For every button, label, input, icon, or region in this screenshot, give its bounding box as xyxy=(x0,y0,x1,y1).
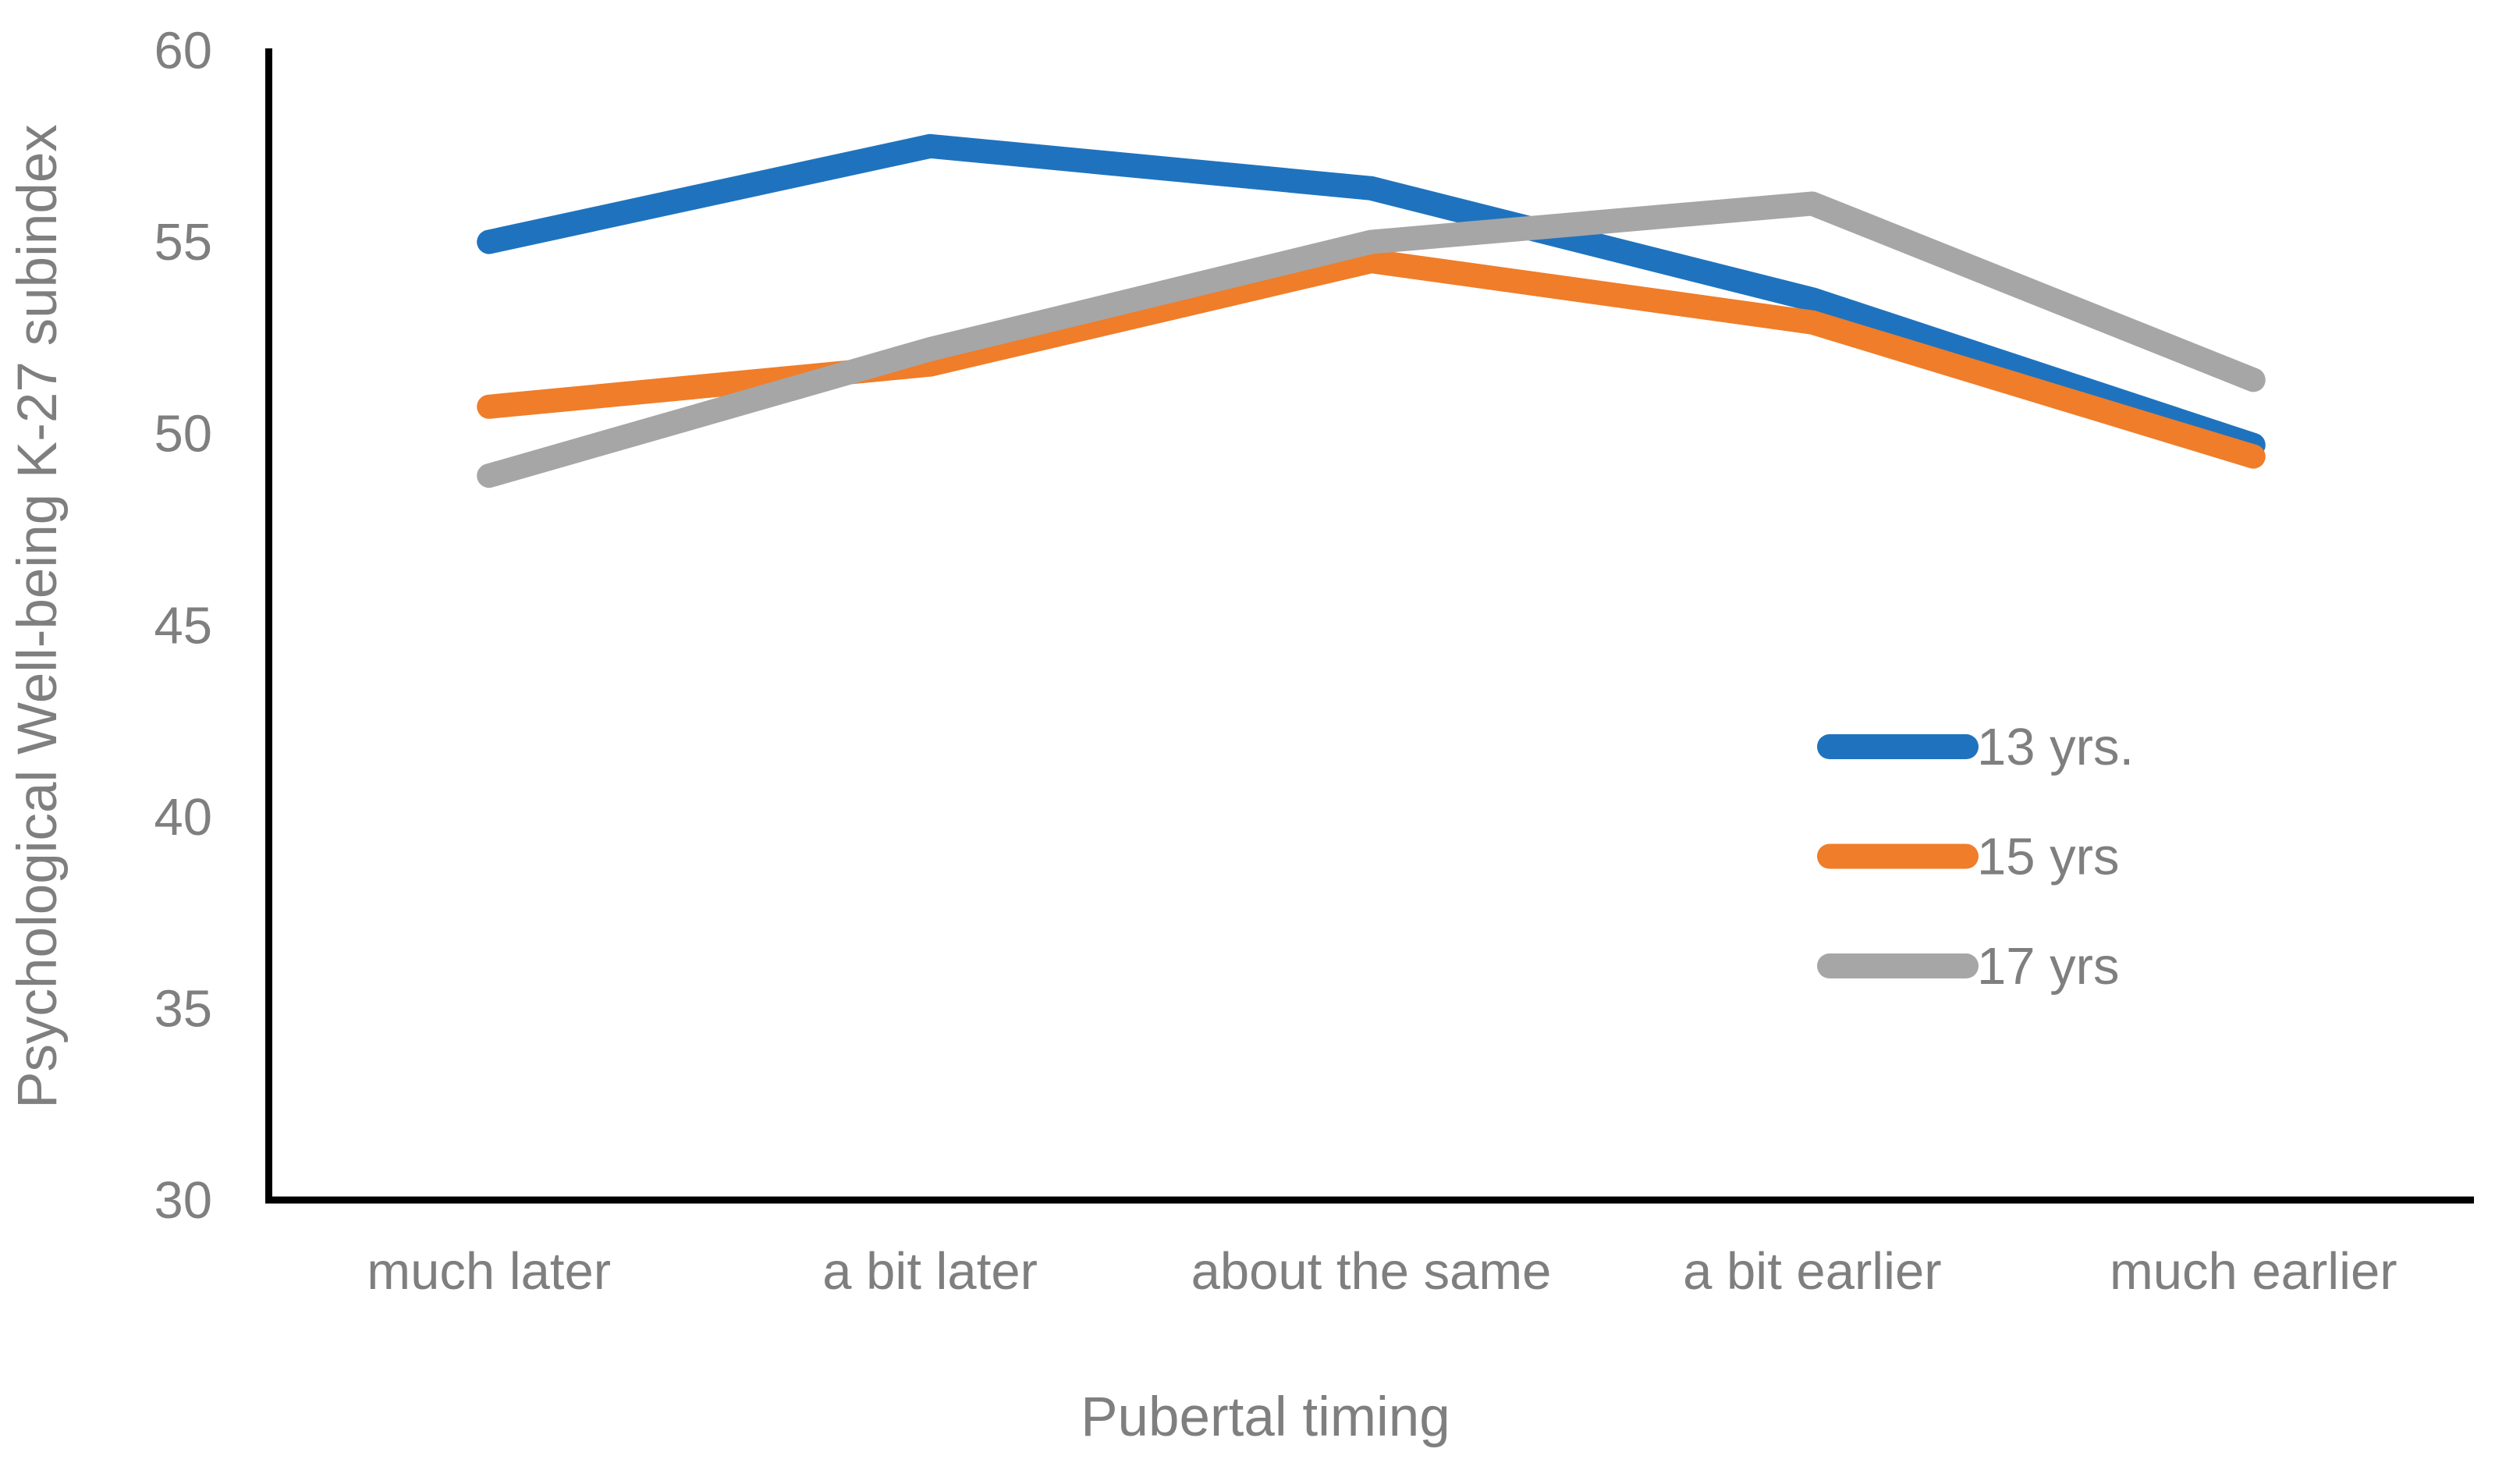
y-tick-labels-group: 30 35 40 45 50 55 60 xyxy=(154,22,212,1230)
x-axis-title: Pubertal timing xyxy=(1081,1387,1450,1448)
series-lines-group xyxy=(477,133,2266,488)
y-axis-title: Psychological Well-being K-27 subindex xyxy=(7,124,69,1109)
x-category-label: a bit later xyxy=(822,1242,1038,1301)
x-category-label: much earlier xyxy=(2110,1242,2398,1301)
y-tick-label: 50 xyxy=(154,405,212,463)
legend-item: 15 yrs xyxy=(1817,828,2119,886)
x-category-labels-group: much later a bit later about the same a bit… xyxy=(367,1242,2397,1301)
legend: 13 yrs. 15 yrs 17 yrs xyxy=(1817,718,2134,996)
series-line-13-yrs xyxy=(477,133,2266,457)
legend-label: 17 yrs xyxy=(1977,937,2119,996)
series-line-17-yrs xyxy=(477,191,2266,488)
series-line-15-yrs xyxy=(477,249,2266,469)
legend-item: 13 yrs. xyxy=(1817,718,2134,776)
axes-group xyxy=(265,48,2474,1204)
y-tick-label: 60 xyxy=(154,22,212,80)
legend-item: 17 yrs xyxy=(1817,937,2119,996)
x-category-label: about the same xyxy=(1191,1242,1552,1301)
legend-label: 15 yrs xyxy=(1977,828,2119,886)
y-tick-label: 30 xyxy=(154,1171,212,1230)
y-tick-label: 35 xyxy=(154,979,212,1038)
y-tick-label: 55 xyxy=(154,213,212,272)
x-category-label: much later xyxy=(367,1242,611,1301)
x-category-label: a bit earlier xyxy=(1683,1242,1941,1301)
y-tick-label: 45 xyxy=(154,596,212,655)
legend-label: 13 yrs. xyxy=(1977,718,2134,776)
y-tick-label: 40 xyxy=(154,788,212,847)
